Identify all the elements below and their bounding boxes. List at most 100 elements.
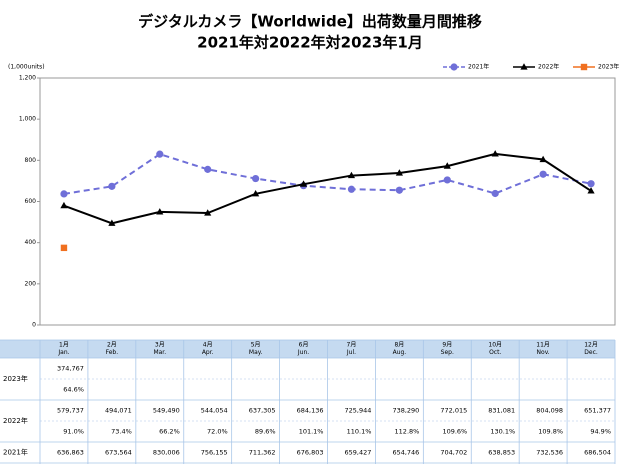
y-tick-label: 1,200 xyxy=(19,75,36,82)
column-header: 5月 xyxy=(251,342,261,349)
table-cell: 64.6% xyxy=(63,386,84,394)
series-marker xyxy=(443,176,451,184)
table-cell: 732,536 xyxy=(536,449,563,457)
y-tick-label: 600 xyxy=(25,198,37,205)
series-marker xyxy=(587,180,595,188)
column-header: Aug. xyxy=(393,349,407,356)
table-cell: 637,305 xyxy=(249,407,276,415)
table-cell: 579,737 xyxy=(57,407,84,415)
series-marker xyxy=(156,208,164,215)
column-header: Feb. xyxy=(106,349,119,356)
legend-label: 2021年 xyxy=(468,63,489,71)
legend-marker xyxy=(450,63,458,71)
column-header: 10月 xyxy=(488,342,502,349)
series-marker xyxy=(539,155,547,163)
series-marker xyxy=(395,186,403,194)
column-header: 12月 xyxy=(584,342,598,349)
column-header: Nov. xyxy=(537,349,550,356)
table-cell: 130.1% xyxy=(490,428,515,436)
series-marker xyxy=(108,182,116,190)
table-header-bg xyxy=(0,340,615,358)
y-tick-label: 800 xyxy=(25,157,37,164)
series-marker xyxy=(252,174,260,183)
series-marker xyxy=(252,190,260,197)
table-cell: 711,362 xyxy=(249,449,276,457)
table-cell: 684,136 xyxy=(297,407,324,415)
y-tick-label: 0 xyxy=(32,322,36,329)
y-tick-label: 200 xyxy=(25,280,37,287)
table-cell: 73.4% xyxy=(111,428,132,436)
table-cell: 636,863 xyxy=(57,449,84,457)
series-marker xyxy=(156,150,164,158)
legend-marker xyxy=(520,63,528,70)
column-header: Jan. xyxy=(57,349,69,356)
series-marker xyxy=(60,201,68,209)
table-cell: 66.2% xyxy=(159,428,180,436)
series-marker xyxy=(204,209,212,216)
table-cell: 651,377 xyxy=(584,407,611,415)
column-header: Jul. xyxy=(346,349,356,356)
table-cell: 374,767 xyxy=(57,365,84,373)
y-tick-label: 1,000 xyxy=(19,116,36,123)
table-cell: 659,427 xyxy=(345,449,372,457)
series-marker xyxy=(347,171,356,179)
table-cell: 756,155 xyxy=(201,449,228,457)
series-marker xyxy=(299,180,308,187)
series-marker xyxy=(60,244,68,252)
chart-subtitle: 2021年対2022年対2023年1月 xyxy=(197,34,423,52)
series-marker xyxy=(491,150,499,157)
series-marker xyxy=(347,185,356,193)
table-cell: 91.0% xyxy=(63,428,84,436)
series-marker xyxy=(395,169,403,176)
table-cell: 549,490 xyxy=(153,407,180,415)
table-cell: 686,504 xyxy=(584,449,611,457)
column-header: 1月 xyxy=(59,342,69,349)
row-label: 2023年 xyxy=(3,374,28,383)
column-header: May. xyxy=(249,349,263,356)
table-cell: 772,015 xyxy=(440,407,467,415)
column-header: Oct. xyxy=(489,349,501,356)
column-header: Dec. xyxy=(584,349,598,356)
column-header: 2月 xyxy=(107,342,117,349)
series-line xyxy=(63,152,592,225)
table-cell: 804,098 xyxy=(536,407,563,415)
table-cell: 676,803 xyxy=(297,449,324,457)
series-marker xyxy=(587,187,595,194)
table-cell: 109.8% xyxy=(538,428,563,436)
table-cell: 725,944 xyxy=(345,407,372,415)
column-header: 9月 xyxy=(442,342,452,349)
y-tick-label: 400 xyxy=(25,239,37,246)
column-header: 4月 xyxy=(203,342,213,349)
row-label: 2022年 xyxy=(3,416,28,425)
series-line xyxy=(63,153,592,195)
series-marker xyxy=(491,189,499,198)
table-cell: 110.1% xyxy=(347,428,372,436)
column-header: 6月 xyxy=(299,342,309,349)
column-header: 11月 xyxy=(536,342,550,349)
row-label: 2021年 xyxy=(3,448,28,457)
y-axis-unit: (1,000units) xyxy=(8,64,45,71)
column-header: 7月 xyxy=(347,342,357,349)
table-cell: 94.9% xyxy=(590,428,611,436)
table-cell: 831,081 xyxy=(488,407,515,415)
table-cell: 101.1% xyxy=(299,428,324,436)
table-cell: 89.6% xyxy=(255,428,276,436)
table-cell: 638,853 xyxy=(488,449,515,457)
table-cell: 738,290 xyxy=(392,407,419,415)
column-header: Jun. xyxy=(297,349,309,356)
legend-marker xyxy=(580,63,588,71)
series-marker xyxy=(204,165,212,173)
table-cell: 673,564 xyxy=(105,449,132,457)
table-cell: 544,054 xyxy=(201,407,228,415)
legend-label: 2023年 xyxy=(598,63,619,71)
column-header: Sep. xyxy=(441,349,454,356)
table-cell: 830,006 xyxy=(153,449,180,457)
plot-area xyxy=(39,77,616,326)
table-cell: 112.8% xyxy=(395,428,420,436)
column-header: 3月 xyxy=(155,342,165,349)
series-marker xyxy=(539,170,547,178)
column-header: Mar. xyxy=(153,349,166,356)
legend-label: 2022年 xyxy=(538,63,559,71)
column-header: 8月 xyxy=(394,342,404,349)
